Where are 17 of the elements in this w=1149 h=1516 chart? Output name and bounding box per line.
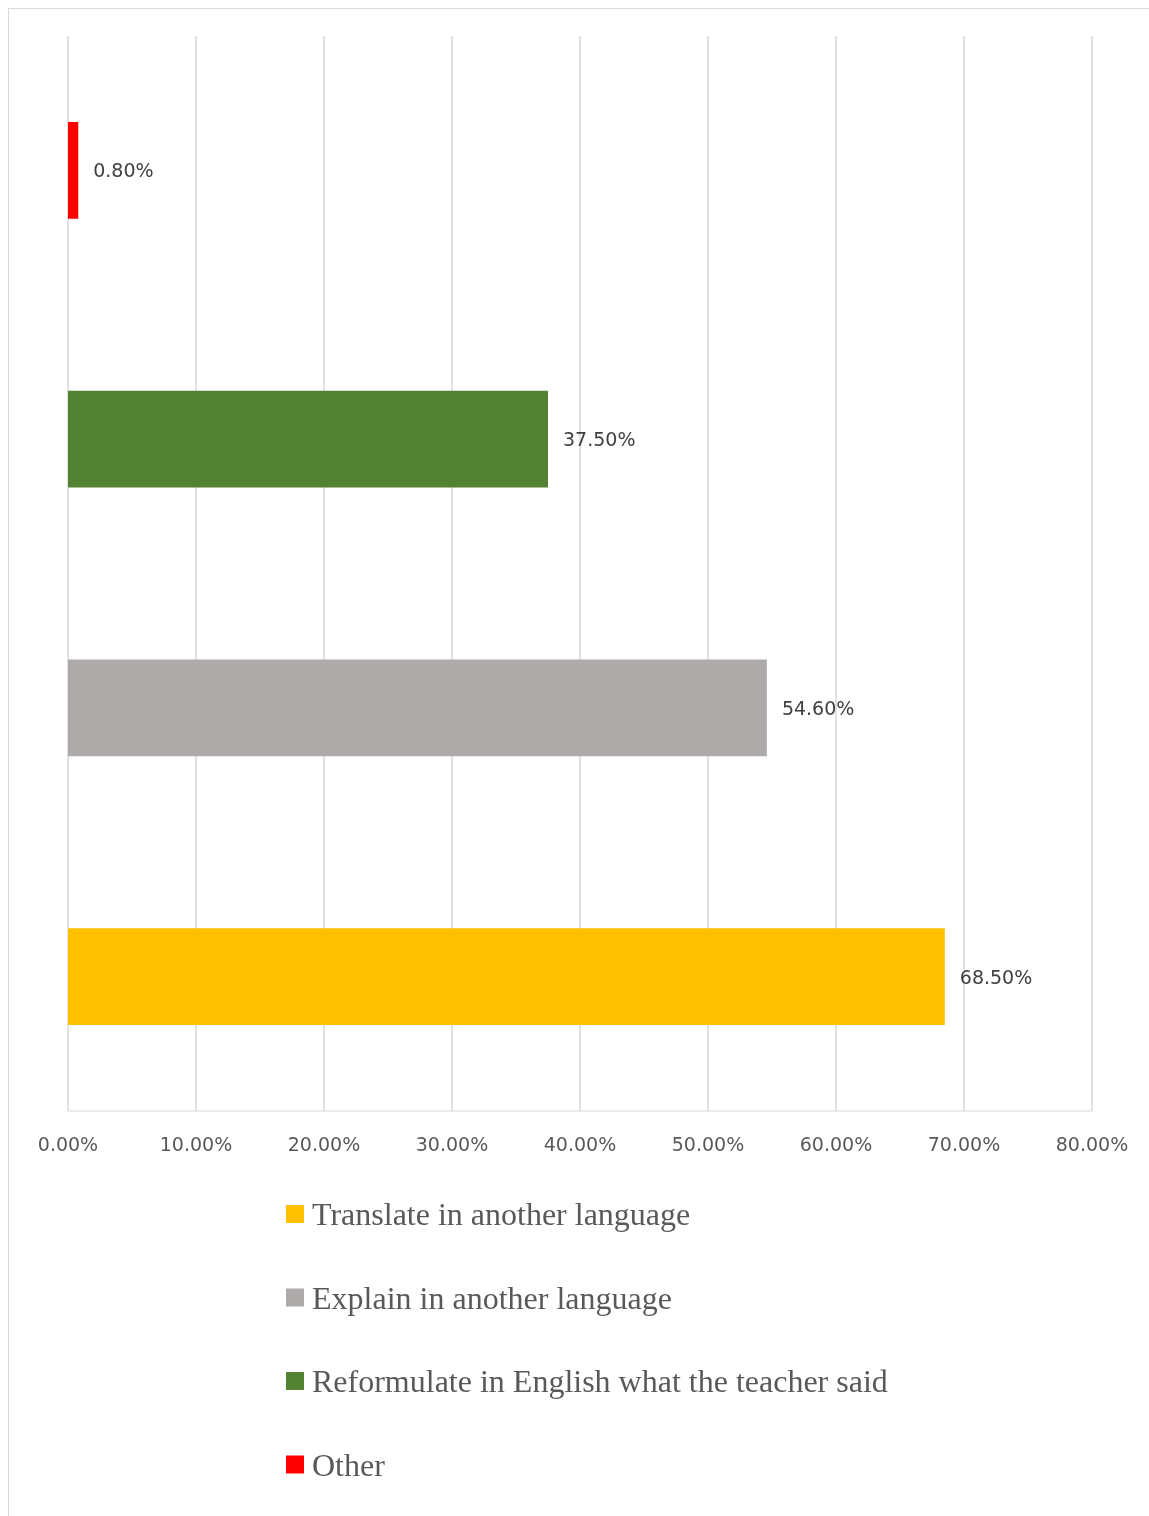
data-label: 37.50%: [563, 428, 636, 451]
x-tick-label: 80.00%: [1055, 1133, 1129, 1155]
data-label: 0.80%: [93, 159, 154, 182]
legend-label: Explain in another language: [312, 1279, 672, 1316]
x-tick-label: 30.00%: [415, 1133, 489, 1155]
x-tick-label: 10.00%: [159, 1133, 233, 1155]
x-tick-label: 40.00%: [543, 1133, 617, 1155]
x-tick-label: 50.00%: [671, 1133, 745, 1155]
x-tick-label: 0.00%: [37, 1133, 99, 1155]
legend-label: Reformulate in English what the teacher said: [312, 1363, 888, 1399]
x-tick-label: 20.00%: [287, 1133, 361, 1155]
data-label: 68.50%: [959, 965, 1033, 988]
x-tick-label: 60.00%: [799, 1133, 873, 1155]
legend-label: Other: [312, 1446, 386, 1483]
data-label: 54.60%: [781, 696, 855, 719]
x-tick-label: 70.00%: [927, 1133, 1001, 1155]
legend-label: Translate in another language: [312, 1196, 691, 1232]
